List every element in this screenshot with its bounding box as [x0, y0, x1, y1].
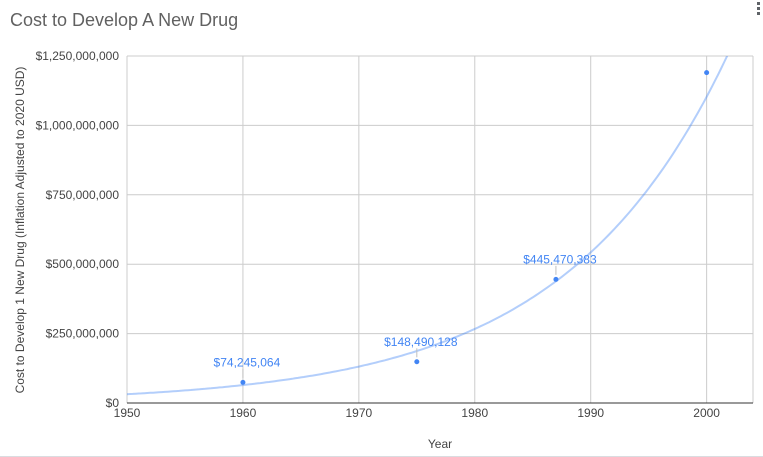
y-axis-title: Cost to Develop 1 New Drug (Inflation Ad… [13, 66, 27, 394]
kebab-dot [757, 2, 760, 5]
data-point[interactable] [414, 359, 420, 365]
x-tick-label: 1980 [461, 406, 488, 420]
data-point-label: $445,470,383 [523, 252, 597, 266]
x-tick-label: 1990 [577, 406, 604, 420]
data-point[interactable] [553, 276, 559, 282]
y-tick-label: $500,000,000 [46, 257, 120, 271]
kebab-menu-icon[interactable] [757, 2, 763, 17]
y-tick-label: $1,250,000,000 [36, 49, 120, 63]
x-tick-label: 1950 [114, 406, 141, 420]
kebab-dot [757, 7, 760, 10]
data-point[interactable] [240, 379, 246, 385]
chart-title: Cost to Develop A New Drug [10, 10, 239, 30]
y-tick-label: $0 [106, 396, 120, 410]
y-tick-label: $750,000,000 [46, 188, 120, 202]
x-axis-title: Year [427, 437, 453, 451]
data-point-label: $148,490,128 [384, 335, 458, 349]
trend-line [127, 56, 729, 396]
y-tick-label: $250,000,000 [46, 327, 120, 341]
data-point[interactable] [704, 70, 710, 76]
x-tick-label: 1970 [346, 406, 373, 420]
kebab-dot [757, 12, 760, 15]
data-point-label: $74,245,064 [214, 355, 281, 369]
x-tick-label: 2000 [693, 406, 720, 420]
y-tick-label: $1,000,000,000 [36, 118, 120, 132]
x-tick-label: 1960 [230, 406, 257, 420]
